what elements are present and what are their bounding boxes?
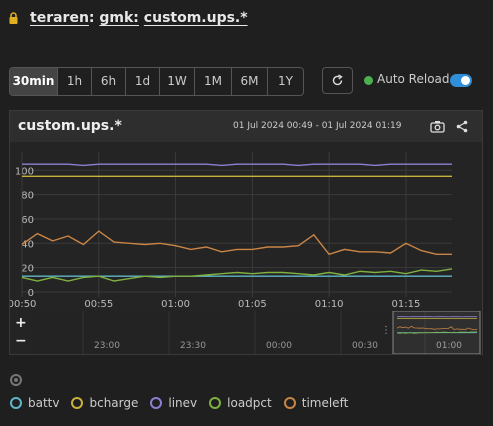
- toggle-knob: [461, 76, 470, 85]
- series-line-loadpct: [21, 268, 453, 282]
- top-bar: teraren: gmk: custom.ups.*: [0, 0, 493, 40]
- legend-label-loadpct: loadpct: [227, 396, 272, 410]
- navigator-time-label: 01:00: [436, 341, 462, 351]
- legend-toggle-all-icon[interactable]: [10, 374, 22, 386]
- breadcrumb-host[interactable]: teraren: [30, 10, 89, 26]
- share-icon[interactable]: [456, 120, 468, 133]
- x-tick-label: 01:15: [392, 299, 421, 310]
- auto-reload-label: Auto Reload: [377, 72, 450, 86]
- time-range-button-1y[interactable]: 1Y: [278, 74, 293, 88]
- x-tick-label: 01:00: [161, 299, 190, 310]
- refresh-button[interactable]: [322, 67, 353, 94]
- navigator-time-label: 00:00: [266, 341, 292, 351]
- legend-label-battv: battv: [28, 396, 60, 410]
- y-tick-label: 80: [21, 191, 34, 202]
- y-tick-label: 40: [21, 239, 34, 250]
- legend-label-linev: linev: [168, 396, 198, 410]
- time-range-button-6m[interactable]: 6M: [232, 68, 268, 95]
- time-range-button-30min[interactable]: 30min: [10, 68, 58, 95]
- x-tick-label: 00:50: [10, 299, 36, 310]
- zoom-controls: + −: [10, 311, 30, 355]
- zoom-out-button[interactable]: −: [15, 333, 27, 349]
- chart-panel: custom.ups.* 01 Jul 2024 00:49 - 01 Jul …: [9, 110, 483, 355]
- navigator-time-label: 23:30: [180, 341, 206, 351]
- y-tick-label: 20: [21, 264, 34, 275]
- breadcrumb-group[interactable]: gmk:: [99, 10, 139, 26]
- x-tick-label: 01:10: [315, 299, 344, 310]
- auto-reload-toggle[interactable]: [450, 74, 472, 87]
- navigator-time-label: 00:30: [352, 341, 378, 351]
- y-tick-label: 100: [15, 166, 34, 177]
- navigator-series-loadpct: [396, 331, 478, 334]
- refresh-icon: [332, 74, 343, 86]
- legend-marker-timeleft: [283, 397, 296, 409]
- legend-item-loadpct[interactable]: loadpct: [209, 396, 272, 410]
- time-range-button-1d[interactable]: 1d: [126, 68, 160, 95]
- series-line-timeleft: [21, 230, 452, 256]
- auto-reload-status-dot: [364, 76, 373, 85]
- time-range-button-1w[interactable]: 1W: [160, 68, 195, 95]
- legend-item-linev[interactable]: linev: [150, 396, 197, 410]
- panel-header: custom.ups.* 01 Jul 2024 00:49 - 01 Jul …: [10, 111, 482, 142]
- y-tick-label: 60: [21, 215, 34, 226]
- zoom-in-button[interactable]: +: [15, 315, 27, 331]
- panel-time-range: 01 Jul 2024 00:49 - 01 Jul 2024 01:19: [233, 121, 402, 131]
- legend-marker-linev: [150, 397, 163, 409]
- legend-marker-battv: [10, 397, 22, 409]
- time-range-button-1m[interactable]: 1M: [195, 68, 232, 95]
- x-tick-label: 01:05: [238, 299, 267, 310]
- legend: battv bcharge linev loadpct timeleft: [10, 396, 360, 410]
- x-tick-label: 00:55: [84, 299, 113, 310]
- breadcrumb-item[interactable]: custom.ups.*: [143, 10, 248, 26]
- y-tick-label: 0: [28, 288, 34, 299]
- legend-marker-bcharge: [71, 397, 84, 409]
- legend-item-timeleft[interactable]: timeleft: [283, 396, 349, 410]
- time-range-button-1h[interactable]: 1h: [58, 68, 92, 95]
- legend-marker-loadpct: [209, 397, 222, 409]
- series-line-linev: [22, 163, 452, 167]
- line-chart[interactable]: 0 20 40 60 80 100 00:50 00:55 01:00 01:05 01:10 01:…: [10, 142, 482, 311]
- legend-item-battv[interactable]: battv: [10, 396, 59, 410]
- navigator-handle-left: ⋮: [381, 325, 391, 336]
- time-range-selector: 30min 1h 6h 1d 1W 1M 6M 1Y: [9, 67, 304, 96]
- camera-icon[interactable]: [430, 120, 445, 133]
- legend-label-bcharge: bcharge: [89, 396, 139, 410]
- lock-icon: [9, 12, 18, 24]
- breadcrumb: teraren: gmk: custom.ups.*: [30, 10, 248, 26]
- legend-item-bcharge[interactable]: bcharge: [71, 396, 138, 410]
- legend-label-timeleft: timeleft: [301, 396, 349, 410]
- navigator-time-label: 23:00: [94, 341, 120, 351]
- breadcrumb-separator: :: [88, 10, 95, 26]
- navigator-series-timeleft: [396, 325, 477, 331]
- panel-title: custom.ups.*: [18, 118, 122, 134]
- time-range-button-6h[interactable]: 6h: [92, 68, 126, 95]
